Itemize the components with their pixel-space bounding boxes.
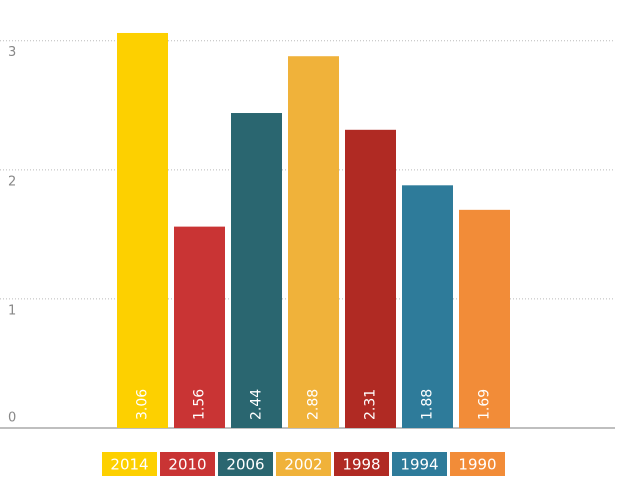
bar — [174, 226, 225, 428]
value-label: 1.69 — [477, 389, 493, 420]
legend-swatch — [276, 452, 331, 476]
bar — [459, 209, 510, 428]
legend-swatch — [334, 452, 389, 476]
y-tick-label: 0 — [8, 411, 16, 426]
value-label: 3.06 — [135, 389, 151, 420]
legend-label: 1990 — [458, 456, 496, 474]
legend-label: 2002 — [284, 456, 322, 474]
bar — [288, 56, 339, 429]
bar — [231, 113, 282, 428]
legend-swatch — [102, 452, 157, 476]
legend-label: 2010 — [168, 456, 206, 474]
value-label: 1.88 — [420, 389, 436, 420]
legend-label: 1998 — [342, 456, 380, 474]
legend-swatch — [160, 452, 215, 476]
y-tick-label: 1 — [8, 303, 16, 318]
value-label: 2.44 — [249, 389, 265, 420]
value-label: 1.56 — [192, 389, 208, 420]
legend-swatch — [392, 452, 447, 476]
bar — [345, 129, 396, 429]
legend-swatch — [450, 452, 505, 476]
y-tick-label: 3 — [8, 45, 16, 60]
legend-label: 2014 — [110, 456, 148, 474]
legend-label: 2006 — [226, 456, 264, 474]
legend-swatch — [218, 452, 273, 476]
value-label: 2.31 — [363, 389, 379, 420]
value-label: 2.88 — [306, 389, 322, 420]
bar — [402, 185, 453, 428]
legend-label: 1994 — [400, 456, 438, 474]
bar — [117, 32, 168, 429]
y-tick-label: 2 — [8, 174, 16, 189]
